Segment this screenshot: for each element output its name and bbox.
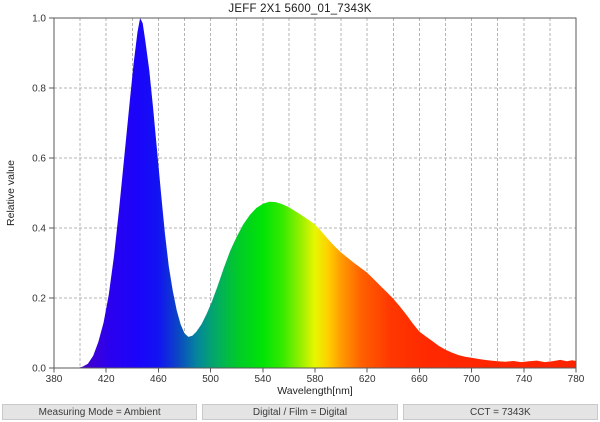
x-tick-label: 540 bbox=[254, 374, 271, 385]
y-tick-label: 0.4 bbox=[32, 224, 46, 235]
chart-title: JEFF 2X1 5600_01_7343K bbox=[228, 3, 372, 15]
y-tick-label: 0.8 bbox=[32, 84, 46, 95]
x-tick-label: 500 bbox=[202, 374, 219, 385]
y-tick-label: 0.6 bbox=[32, 154, 46, 165]
spectral-distribution-chart: 380 420 460 500 540 580 620 660 700 740 780 0.0 0.2 0… bbox=[32, 14, 585, 386]
x-tick-label: 660 bbox=[411, 374, 428, 385]
status-bar: Measuring Mode = Ambient Digital / Film … bbox=[2, 404, 598, 420]
y-tick-label: 1.0 bbox=[32, 14, 46, 25]
y-axis-title: Relative value bbox=[5, 160, 17, 226]
x-tick-label: 740 bbox=[515, 374, 532, 385]
x-tick-label: 780 bbox=[568, 374, 585, 385]
y-tick-label: 0.0 bbox=[32, 364, 46, 375]
x-tick-label: 580 bbox=[307, 374, 324, 385]
x-tick-label: 620 bbox=[359, 374, 376, 385]
x-tick-label: 420 bbox=[98, 374, 115, 385]
status-cct: CCT = 7343K bbox=[402, 404, 598, 420]
x-axis-title: Wavelength[nm] bbox=[277, 385, 353, 397]
x-tick-label: 380 bbox=[46, 374, 63, 385]
x-tick-label: 700 bbox=[463, 374, 480, 385]
status-measuring-mode: Measuring Mode = Ambient bbox=[2, 404, 198, 420]
spectral-curve bbox=[54, 18, 576, 368]
y-tick-label: 0.2 bbox=[32, 294, 46, 305]
status-digital-film: Digital / Film = Digital bbox=[202, 404, 398, 420]
x-tick-label: 460 bbox=[150, 374, 167, 385]
